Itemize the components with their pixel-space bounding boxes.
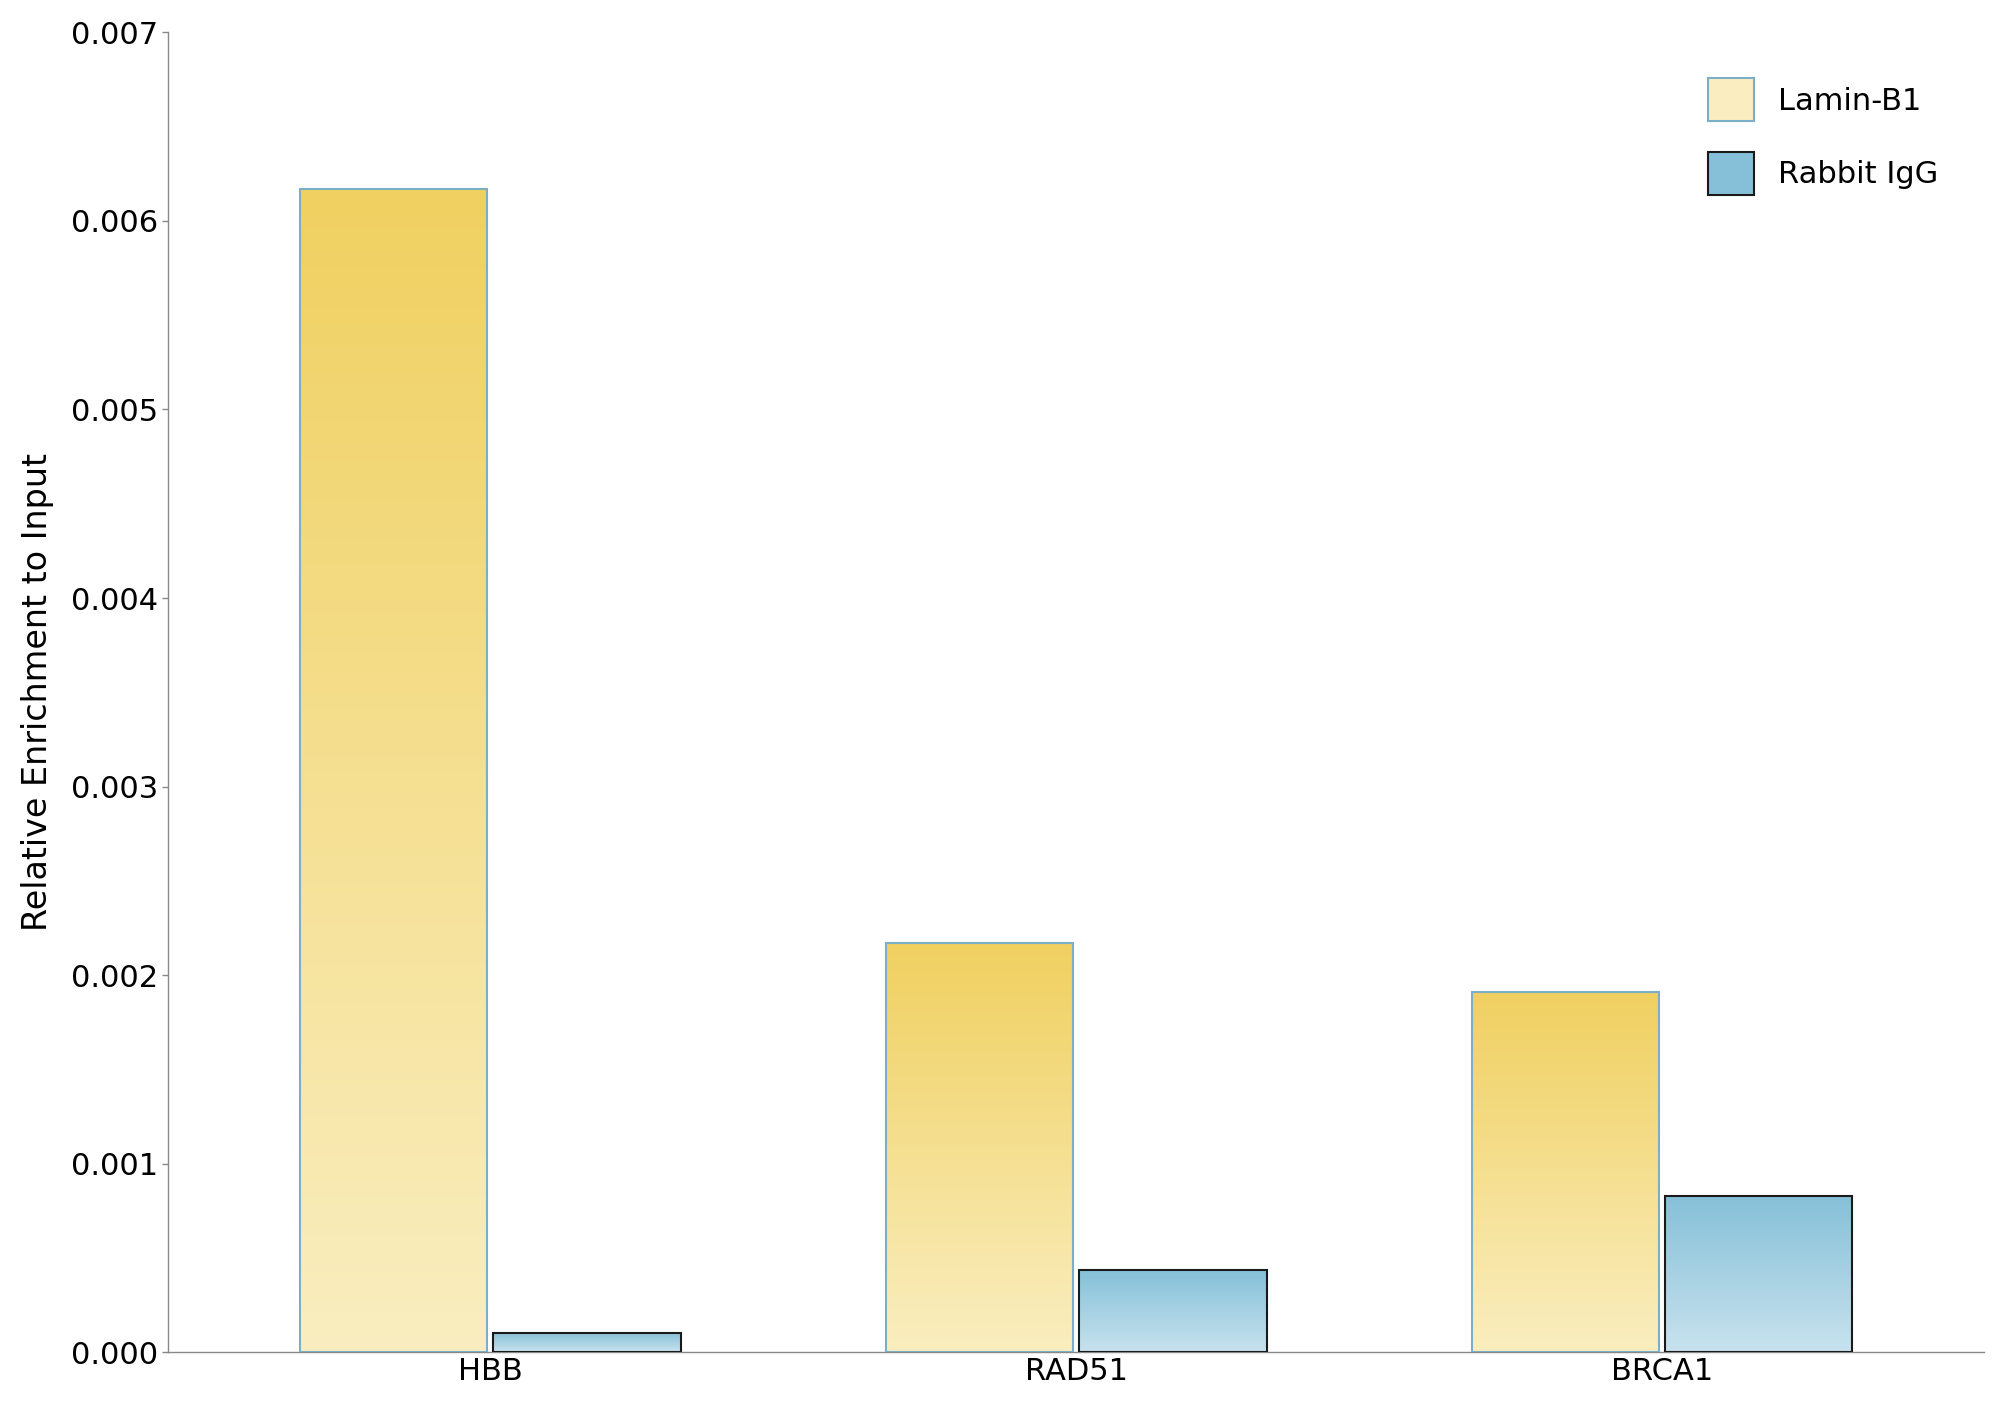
Bar	[301, 189, 487, 1352]
Bar	[1079, 1271, 1267, 1352]
Bar	[493, 1332, 682, 1352]
Y-axis label: Relative Enrichment to Input: Relative Enrichment to Input	[20, 453, 54, 931]
Bar	[886, 943, 1073, 1352]
Legend: Lamin-B1, Rabbit IgG: Lamin-B1, Rabbit IgG	[1678, 48, 1969, 225]
Bar	[1664, 1196, 1853, 1352]
Bar	[1472, 992, 1658, 1352]
